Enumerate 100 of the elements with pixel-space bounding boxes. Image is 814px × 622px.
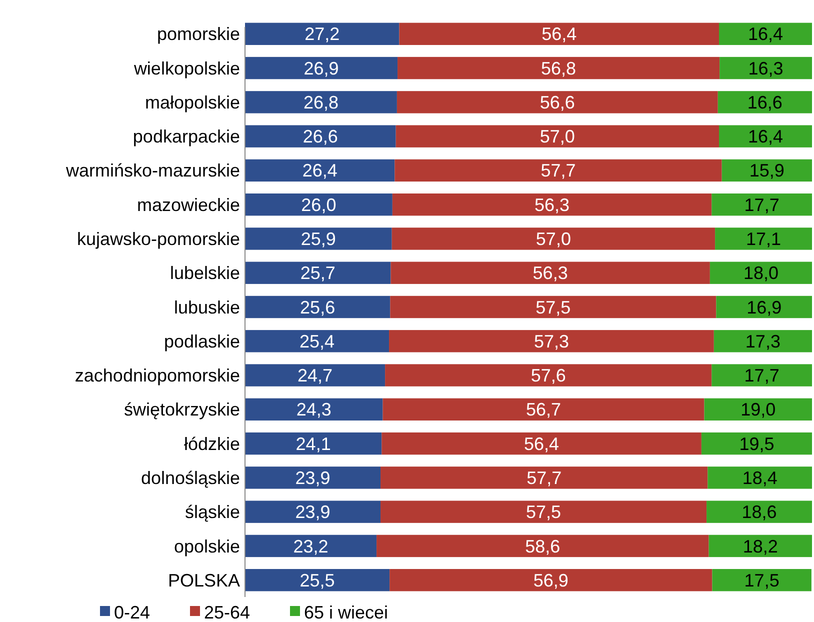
y-tick-label: świętokrzyskie — [124, 400, 240, 420]
data-label: 56,7 — [526, 400, 562, 420]
bar — [706, 500, 812, 523]
y-tick-label: opolskie — [174, 536, 240, 556]
bar — [722, 159, 812, 182]
bar — [708, 466, 812, 489]
bar — [719, 22, 812, 45]
data-label: 25,6 — [300, 297, 336, 318]
data-label: 26,6 — [302, 126, 338, 147]
data-label: 17,7 — [744, 366, 780, 386]
data-label: 24,1 — [296, 434, 331, 454]
data-label: 57,7 — [540, 160, 576, 181]
bar — [712, 569, 812, 592]
data-label: 57,7 — [526, 468, 562, 488]
y-tick-label: zachodniopomorskie — [74, 366, 240, 386]
legend-label: 65 i wiecei — [304, 602, 388, 622]
data-label: 56,6 — [540, 92, 575, 112]
data-label: 23,9 — [295, 502, 330, 522]
bar — [390, 569, 712, 592]
bar — [245, 432, 382, 455]
data-label: 18,2 — [742, 536, 778, 556]
y-tick-label: śląskie — [184, 502, 240, 522]
data-label: 26,9 — [304, 58, 339, 78]
y-tick-label: POLSKA — [168, 570, 240, 590]
bar — [394, 159, 722, 182]
bar — [245, 159, 395, 182]
data-label: 25,9 — [300, 229, 336, 250]
y-tick-label: warmińsko-mazurskie — [64, 160, 240, 181]
data-label: 56,4 — [524, 434, 560, 454]
bar — [245, 500, 381, 523]
bar — [714, 330, 812, 352]
data-label: 24,7 — [298, 366, 333, 386]
bar — [245, 228, 392, 250]
data-label: 18,4 — [742, 468, 778, 488]
bar — [382, 432, 702, 455]
bar — [712, 364, 812, 386]
bar — [245, 262, 391, 284]
bar — [392, 228, 716, 250]
data-label: 57,0 — [536, 229, 571, 250]
data-label: 19,5 — [739, 434, 774, 454]
data-label: 17,3 — [745, 331, 780, 352]
y-tick-label: dolnośląskie — [140, 468, 240, 488]
bar — [708, 534, 812, 558]
bar — [380, 466, 708, 489]
bar — [715, 228, 812, 250]
bar — [390, 262, 710, 284]
data-label: 16,4 — [748, 24, 784, 44]
data-label: 57,5 — [526, 502, 562, 522]
data-label: 56,9 — [533, 570, 568, 590]
data-label: 16,4 — [748, 126, 784, 147]
data-label: 16,9 — [746, 297, 782, 318]
bar — [245, 22, 400, 45]
bar — [716, 296, 812, 318]
data-label: 23,9 — [295, 468, 330, 488]
data-label: 15,9 — [749, 160, 784, 181]
y-tick-label: łódzkie — [184, 434, 240, 454]
y-tick-label: lubelskie — [170, 263, 240, 284]
data-label: 16,3 — [748, 58, 784, 78]
data-label: 25,4 — [299, 331, 335, 352]
bar — [376, 534, 709, 558]
bar — [385, 364, 712, 386]
data-label: 26,0 — [301, 194, 336, 215]
data-label: 17,1 — [746, 229, 782, 250]
bar — [712, 193, 812, 216]
bar — [720, 56, 812, 80]
bar — [392, 193, 712, 216]
data-label: 26,8 — [303, 92, 338, 112]
bar — [245, 398, 383, 421]
bar — [704, 398, 812, 421]
bar — [245, 364, 386, 386]
bar — [710, 262, 812, 284]
bar — [245, 466, 381, 489]
bar — [701, 432, 812, 455]
data-label: 57,5 — [536, 297, 571, 318]
y-tick-label: mazowieckie — [136, 194, 240, 215]
bar — [396, 91, 718, 114]
data-label: 56,3 — [532, 263, 568, 284]
legend-label: 0-24 — [114, 602, 150, 622]
bar — [245, 193, 392, 216]
data-label: 24,3 — [296, 400, 332, 420]
bar — [245, 125, 396, 148]
bar — [245, 330, 390, 352]
data-label: 17,5 — [744, 570, 780, 590]
data-label: 57,3 — [534, 331, 569, 352]
data-label: 56,8 — [541, 58, 576, 78]
bar — [396, 125, 720, 148]
y-tick-label: małopolskie — [144, 92, 240, 112]
data-label: 17,7 — [744, 194, 780, 215]
bar — [399, 22, 720, 45]
y-tick-label: kujawsko-pomorskie — [76, 229, 240, 250]
bar — [245, 569, 390, 592]
bar — [389, 330, 714, 352]
bar — [245, 56, 398, 80]
bar — [380, 500, 707, 523]
bar — [398, 56, 720, 80]
bar — [719, 125, 812, 148]
data-label: 18,0 — [743, 263, 778, 284]
y-tick-label: pomorskie — [156, 24, 240, 44]
y-tick-label: lubuskie — [174, 297, 240, 318]
bar — [382, 398, 704, 421]
